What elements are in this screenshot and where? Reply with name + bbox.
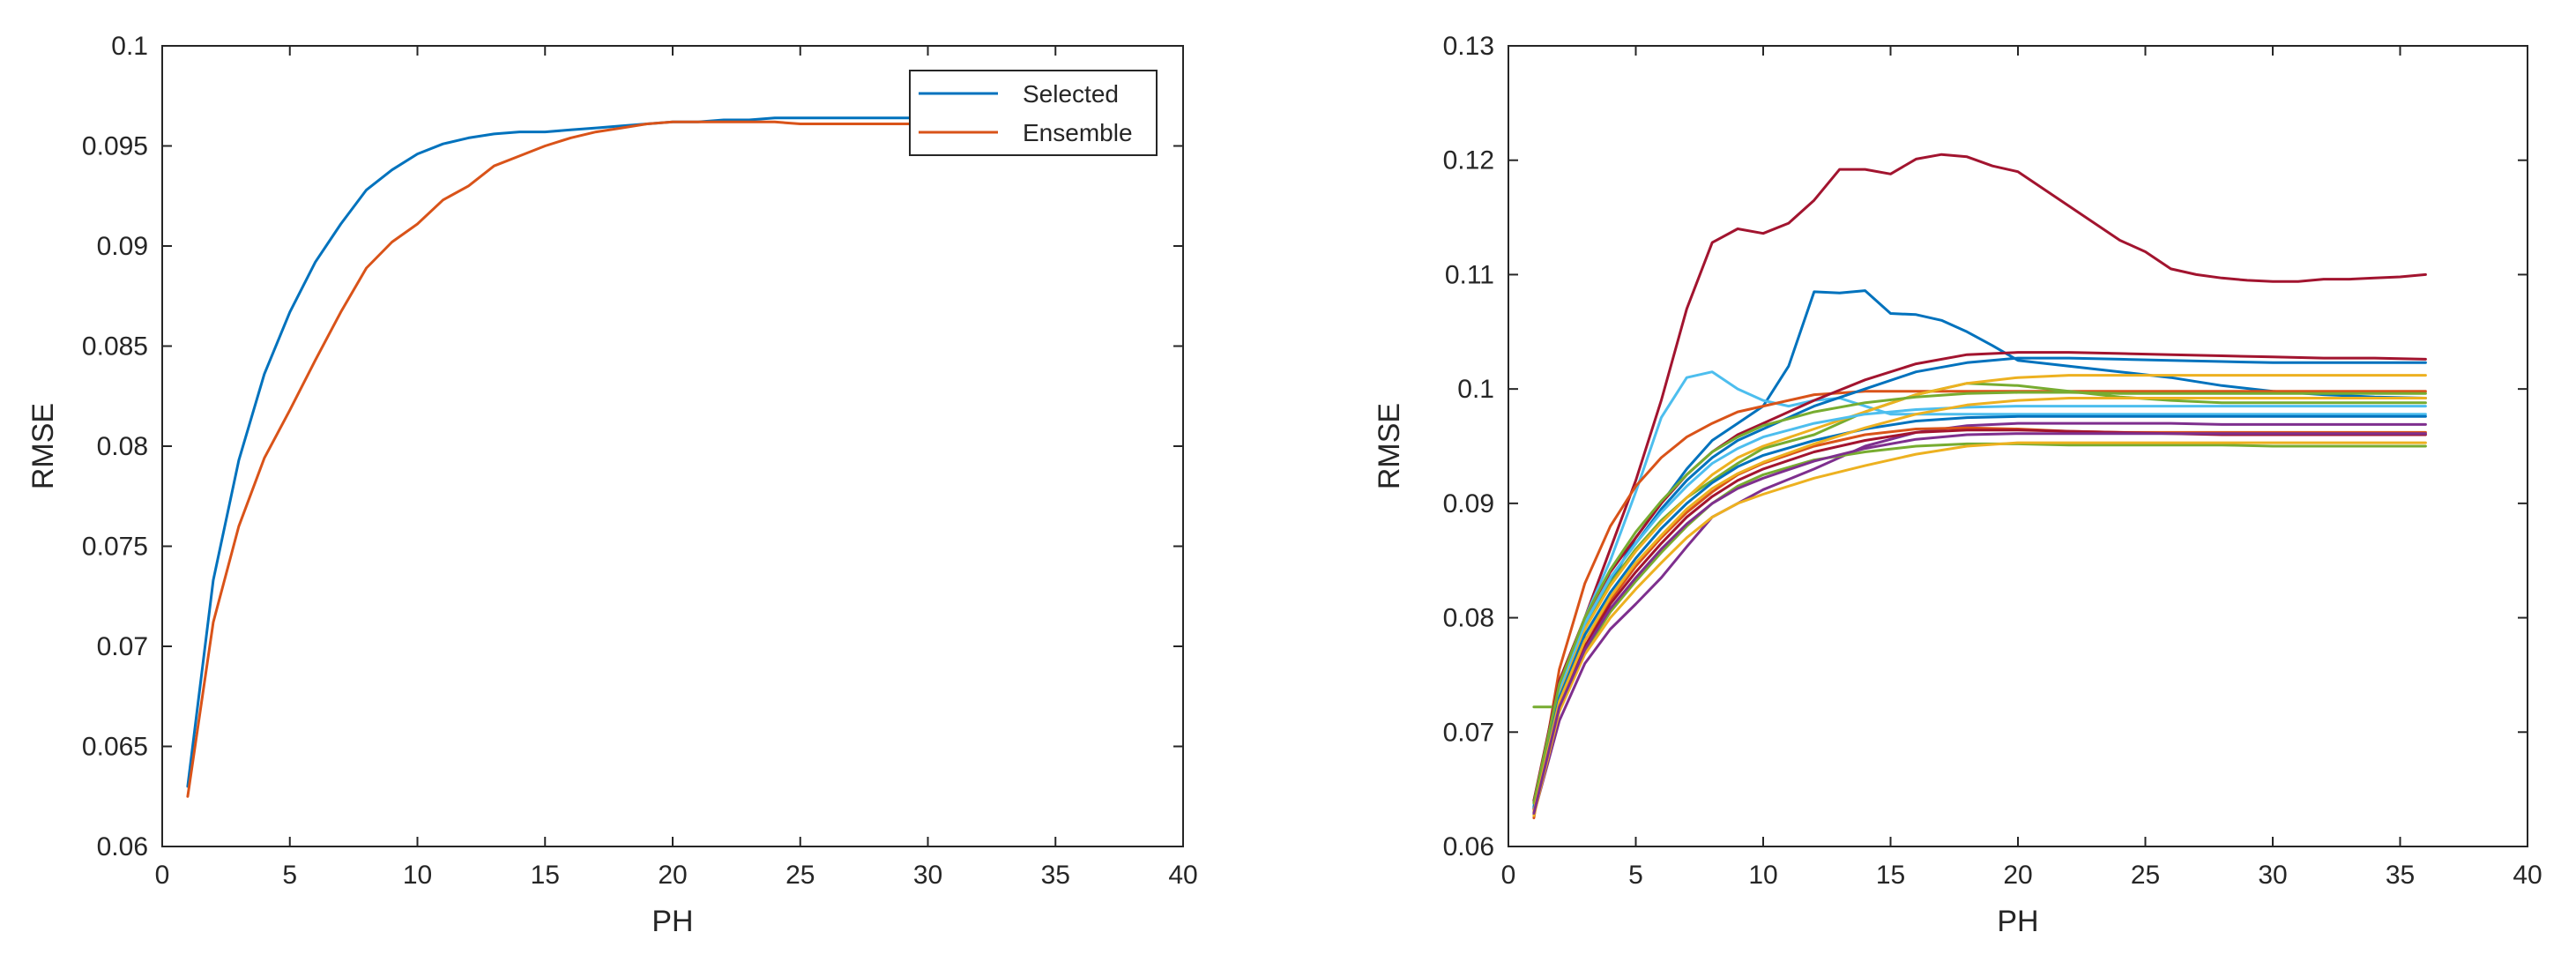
legend: Selected Ensemble (909, 70, 1158, 156)
left-y-tick-label: 0.065 (82, 733, 148, 762)
left-y-axis-label: RMSE (26, 403, 60, 489)
left-y-tick-label: 0.07 (97, 632, 148, 661)
right-x-tick-label: 0 (1501, 861, 1516, 890)
legend-label-ensemble: Ensemble (1023, 119, 1133, 146)
left-chart: 0 5 10 15 20 25 30 35 40 0.06 0.065 0.07 0.075 0.08 0.… (26, 32, 1198, 938)
right-x-tick-label: 30 (2258, 861, 2287, 890)
right-series-line-s9 (1532, 421, 2427, 817)
right-series-line-s16 (1532, 391, 2427, 805)
right-x-tick-label: 35 (2386, 861, 2415, 890)
left-y-tick-label: 0.1 (111, 32, 148, 61)
right-series-line-s10 (1532, 442, 2427, 814)
left-y-tick-label: 0.08 (97, 432, 148, 461)
right-y-tick-label: 0.09 (1443, 489, 1494, 518)
left-x-tick-label: 20 (658, 861, 687, 890)
right-y-tick-label: 0.07 (1443, 718, 1494, 747)
right-y-axis-label: RMSE (1373, 403, 1406, 489)
left-x-tick-label: 10 (403, 861, 432, 890)
left-y-tick-label: 0.085 (82, 332, 148, 362)
right-y-tick-label: 0.11 (1445, 260, 1494, 289)
left-ticks: 0 5 10 15 20 25 30 35 40 0.06 0.065 0.07 0.075 0.08 0.… (82, 32, 1198, 890)
right-y-tick-label: 0.13 (1443, 32, 1494, 61)
right-series-line-s11 (1532, 405, 2427, 807)
right-x-tick-label: 5 (1628, 861, 1643, 890)
left-x-tick-label: 15 (531, 861, 560, 890)
right-series-line-s13 (1532, 441, 2427, 817)
right-y-tick-label: 0.08 (1443, 604, 1494, 633)
left-y-tick-label: 0.095 (82, 132, 148, 161)
right-series-line-s8 (1532, 374, 2427, 811)
legend-box (909, 70, 1158, 156)
right-series-line-s17 (1532, 397, 2427, 813)
right-y-tick-label: 0.1 (1457, 375, 1494, 404)
right-x-tick-label: 40 (2513, 861, 2542, 890)
right-series-line-s18 (1532, 432, 2427, 815)
right-series-line-s6 (1532, 351, 2427, 802)
right-ticks: 0 5 10 15 20 25 30 35 40 0.06 0.07 0.08 0.09 0.1 0.11 0… (1443, 32, 2542, 890)
right-x-tick-label: 25 (2131, 861, 2160, 890)
left-y-tick-label: 0.09 (97, 232, 148, 261)
right-series-line-s3 (1532, 370, 2427, 809)
right-series-line-s1 (1532, 153, 2427, 802)
right-series-layer (1532, 153, 2427, 820)
legend-label-selected: Selected (1023, 80, 1119, 108)
left-x-tick-label: 5 (282, 861, 297, 890)
right-x-tick-label: 20 (2003, 861, 2032, 890)
left-x-tick-label: 30 (913, 861, 942, 890)
right-y-tick-label: 0.06 (1443, 832, 1494, 861)
left-y-tick-label: 0.075 (82, 533, 148, 562)
right-y-tick-label: 0.12 (1443, 146, 1494, 175)
left-x-tick-label: 25 (785, 861, 815, 890)
left-x-tick-label: 0 (155, 861, 170, 890)
right-series-line-s4 (1532, 390, 2427, 820)
right-x-tick-label: 10 (1748, 861, 1777, 890)
right-x-axis-label: PH (1997, 905, 2038, 938)
right-chart: 0 5 10 15 20 25 30 35 40 0.06 0.07 0.08 0.09 0.1 0.11 0… (1373, 32, 2542, 938)
left-x-tick-label: 40 (1168, 861, 1197, 890)
left-x-axis-label: PH (651, 905, 693, 938)
left-y-tick-label: 0.06 (97, 832, 148, 861)
right-x-tick-label: 15 (1876, 861, 1905, 890)
left-x-tick-label: 35 (1041, 861, 1070, 890)
